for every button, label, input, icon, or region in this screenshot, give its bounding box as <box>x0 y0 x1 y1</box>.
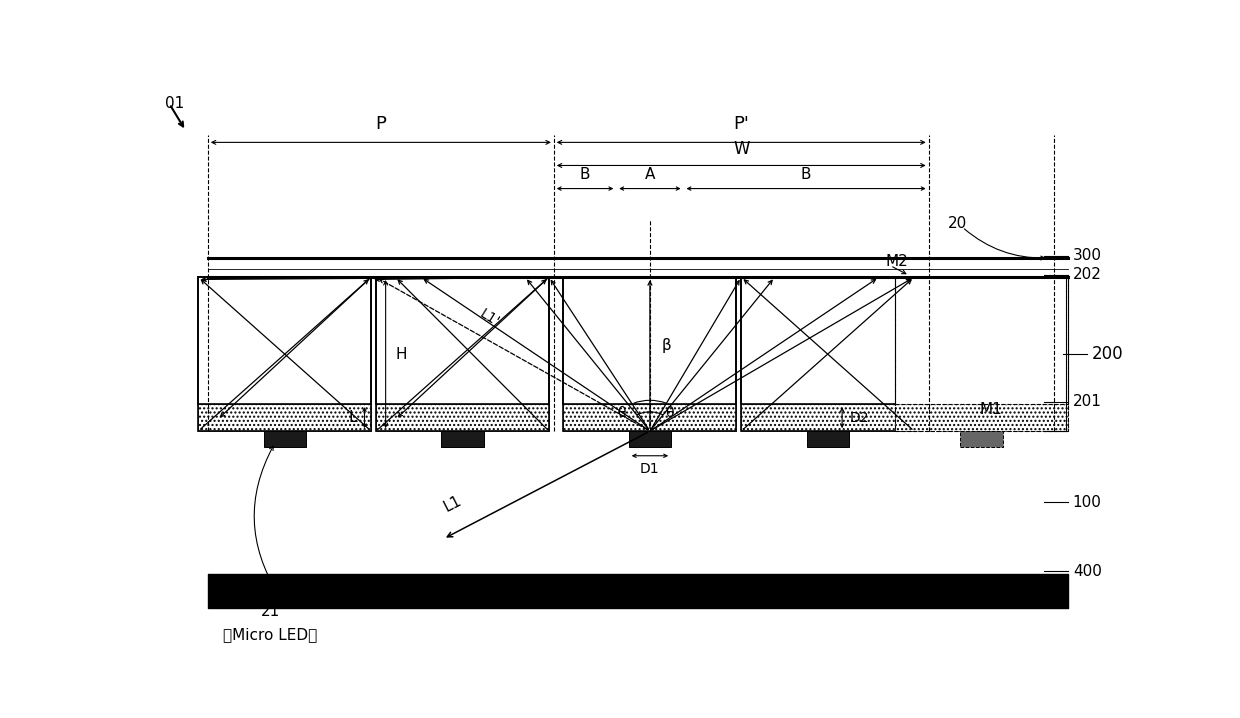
Text: M2: M2 <box>885 254 908 269</box>
Text: 100: 100 <box>1073 495 1101 510</box>
Text: 01: 01 <box>165 96 184 111</box>
Text: θ: θ <box>665 406 673 420</box>
Text: B: B <box>580 167 590 182</box>
Polygon shape <box>629 431 671 447</box>
Polygon shape <box>563 404 737 431</box>
Text: P': P' <box>733 115 749 133</box>
Polygon shape <box>563 277 737 404</box>
Polygon shape <box>742 277 914 404</box>
Polygon shape <box>895 277 1068 404</box>
Text: 20: 20 <box>947 215 967 230</box>
Polygon shape <box>376 277 549 404</box>
Polygon shape <box>264 431 306 447</box>
Polygon shape <box>960 431 1003 447</box>
Text: 21: 21 <box>260 605 280 620</box>
Text: 300: 300 <box>1073 248 1102 263</box>
Polygon shape <box>198 404 371 431</box>
Text: 200: 200 <box>1092 345 1123 363</box>
Text: 201: 201 <box>1073 394 1101 409</box>
Polygon shape <box>376 404 549 431</box>
Text: B: B <box>801 167 811 182</box>
Text: θ: θ <box>616 406 625 420</box>
Text: L: L <box>348 410 357 425</box>
Text: D1: D1 <box>640 462 660 476</box>
Text: L1': L1' <box>477 306 502 329</box>
Polygon shape <box>806 431 849 447</box>
Polygon shape <box>742 404 914 431</box>
Polygon shape <box>441 431 484 447</box>
Text: A: A <box>645 167 655 182</box>
Text: M1: M1 <box>980 403 1002 417</box>
Text: W: W <box>733 140 749 158</box>
Text: L1: L1 <box>441 493 465 515</box>
Text: β: β <box>661 338 671 353</box>
Text: 202: 202 <box>1073 267 1101 282</box>
Polygon shape <box>198 277 371 404</box>
Text: 400: 400 <box>1073 564 1101 579</box>
Text: （Micro LED）: （Micro LED） <box>223 628 317 643</box>
Text: H: H <box>396 347 407 362</box>
Polygon shape <box>895 404 1068 431</box>
Text: P: P <box>376 115 387 133</box>
Text: D2: D2 <box>849 411 869 424</box>
